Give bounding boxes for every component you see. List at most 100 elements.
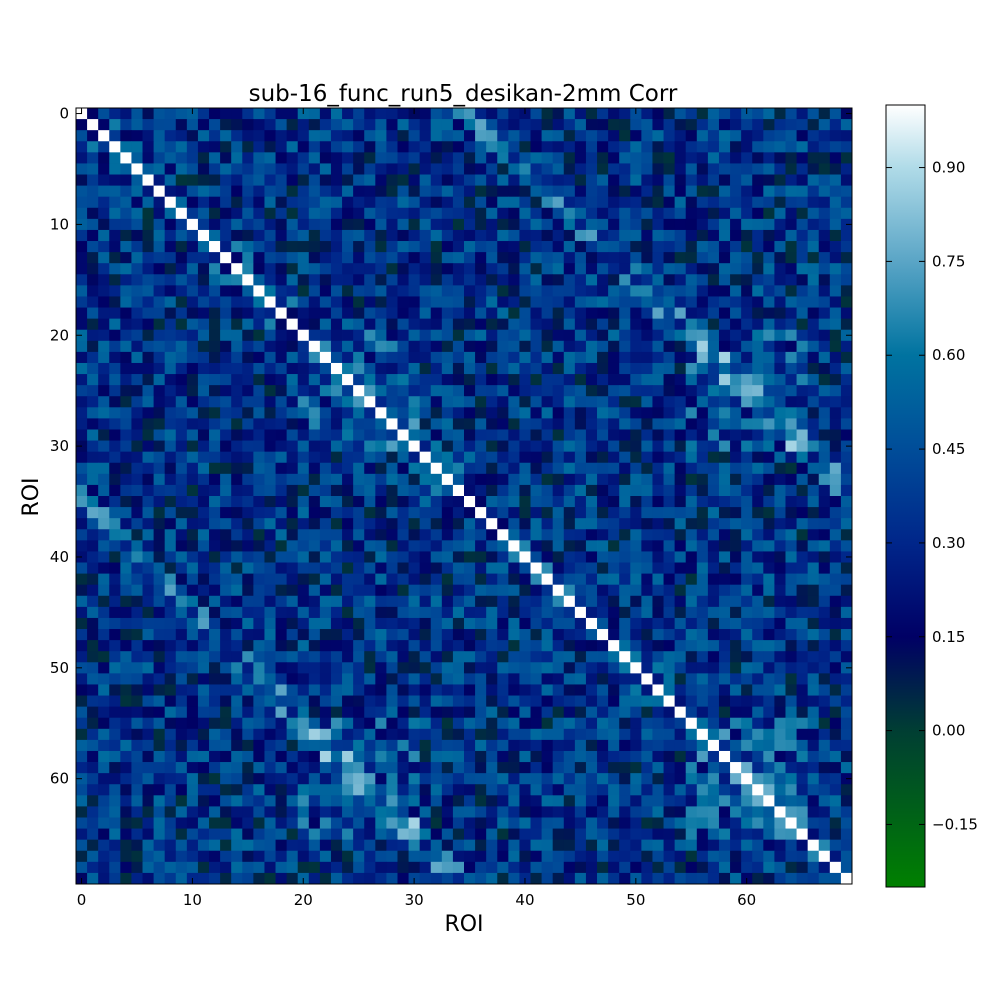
- heatmap-cell: [98, 207, 110, 220]
- heatmap-cell: [508, 496, 520, 508]
- heatmap-cell: [164, 496, 177, 508]
- heatmap-cell: [807, 451, 820, 464]
- heatmap-cell: [585, 651, 598, 663]
- heatmap-cell: [785, 728, 797, 741]
- heatmap-cell: [186, 418, 199, 430]
- heatmap-cell: [741, 750, 753, 763]
- heatmap-cell: [574, 252, 587, 264]
- heatmap-cell: [818, 617, 831, 630]
- heatmap-cell: [508, 850, 520, 863]
- heatmap-cell: [696, 141, 709, 153]
- heatmap-cell: [452, 285, 465, 297]
- chart-title: sub-16_func_run5_desikan-2mm Corr: [249, 81, 678, 107]
- heatmap-cell: [807, 152, 820, 164]
- heatmap-cell: [397, 196, 409, 209]
- heatmap-cell: [419, 451, 432, 464]
- heatmap-cell: [519, 584, 531, 597]
- heatmap-cell: [342, 496, 354, 508]
- heatmap-cell: [286, 673, 299, 685]
- heatmap-cell: [707, 828, 720, 841]
- heatmap-cell: [275, 119, 288, 131]
- heatmap-cell: [175, 429, 188, 441]
- heatmap-cell: [541, 795, 554, 807]
- heatmap-cell: [430, 396, 443, 408]
- heatmap-cell: [763, 817, 775, 829]
- heatmap-cell: [186, 462, 199, 475]
- heatmap-cell: [209, 584, 221, 597]
- heatmap-cell: [242, 196, 254, 209]
- heatmap-cell: [197, 695, 210, 708]
- heatmap-cell: [441, 451, 454, 464]
- heatmap-cell: [829, 362, 842, 375]
- heatmap-cell: [98, 429, 110, 441]
- heatmap-cell: [319, 872, 332, 885]
- heatmap-cell: [552, 529, 565, 541]
- heatmap-cell: [597, 540, 609, 552]
- heatmap-cell: [730, 484, 742, 497]
- heatmap-cell: [197, 340, 210, 353]
- heatmap-cell: [76, 340, 88, 353]
- heatmap-cell: [242, 396, 254, 408]
- heatmap-cell: [552, 263, 565, 275]
- heatmap-cell: [441, 640, 454, 652]
- heatmap-cell: [386, 640, 398, 652]
- heatmap-cell: [186, 496, 199, 508]
- heatmap-cell: [508, 263, 520, 275]
- heatmap-cell: [730, 540, 742, 552]
- heatmap-cell: [319, 418, 332, 430]
- heatmap-cell: [120, 296, 132, 308]
- heatmap-cell: [186, 717, 199, 730]
- heatmap-cell: [497, 229, 509, 242]
- heatmap-cell: [741, 141, 753, 153]
- heatmap-cell: [408, 806, 421, 818]
- heatmap-cell: [109, 207, 121, 220]
- heatmap-cell: [718, 218, 731, 231]
- heatmap-cell: [76, 850, 88, 863]
- heatmap-cell: [774, 451, 786, 464]
- heatmap-cell: [87, 529, 99, 541]
- heatmap-cell: [186, 507, 199, 519]
- heatmap-cell: [840, 795, 853, 807]
- heatmap-cell: [76, 296, 88, 308]
- heatmap-cell: [386, 484, 398, 497]
- heatmap-cell: [552, 119, 565, 131]
- heatmap-cell: [264, 473, 276, 486]
- heatmap-cell: [818, 529, 831, 541]
- heatmap-cell: [763, 496, 775, 508]
- heatmap-cell: [386, 817, 398, 829]
- heatmap-cell: [164, 773, 177, 785]
- heatmap-cell: [818, 518, 831, 530]
- heatmap-cell: [142, 850, 154, 863]
- heatmap-cell: [386, 329, 398, 342]
- heatmap-cell: [696, 229, 709, 242]
- heatmap-cell: [441, 828, 454, 841]
- heatmap-cell: [452, 185, 465, 198]
- heatmap-cell: [209, 407, 221, 419]
- heatmap-cell: [718, 429, 731, 441]
- heatmap-cell: [186, 839, 199, 852]
- heatmap-cell: [497, 617, 509, 630]
- heatmap-cell: [630, 706, 642, 719]
- heatmap-cell: [630, 507, 642, 519]
- heatmap-cell: [508, 119, 520, 131]
- heatmap-cell: [741, 362, 753, 375]
- heatmap-cell: [330, 130, 343, 142]
- heatmap-cell: [652, 396, 664, 408]
- heatmap-cell: [220, 318, 232, 331]
- heatmap-cell: [142, 440, 154, 453]
- heatmap-cell: [541, 640, 554, 652]
- heatmap-cell: [175, 684, 188, 696]
- heatmap-cell: [818, 484, 831, 497]
- heatmap-cell: [330, 174, 343, 186]
- heatmap-cell: [763, 562, 775, 574]
- heatmap-cell: [209, 573, 221, 586]
- heatmap-cell: [430, 296, 443, 308]
- heatmap-cell: [685, 640, 698, 652]
- heatmap-cell: [752, 130, 764, 142]
- heatmap-cell: [186, 218, 199, 231]
- heatmap-cell: [696, 595, 709, 608]
- heatmap-cell: [796, 207, 809, 220]
- heatmap-cell: [497, 728, 509, 741]
- heatmap-cell: [785, 351, 797, 364]
- heatmap-cell: [763, 640, 775, 652]
